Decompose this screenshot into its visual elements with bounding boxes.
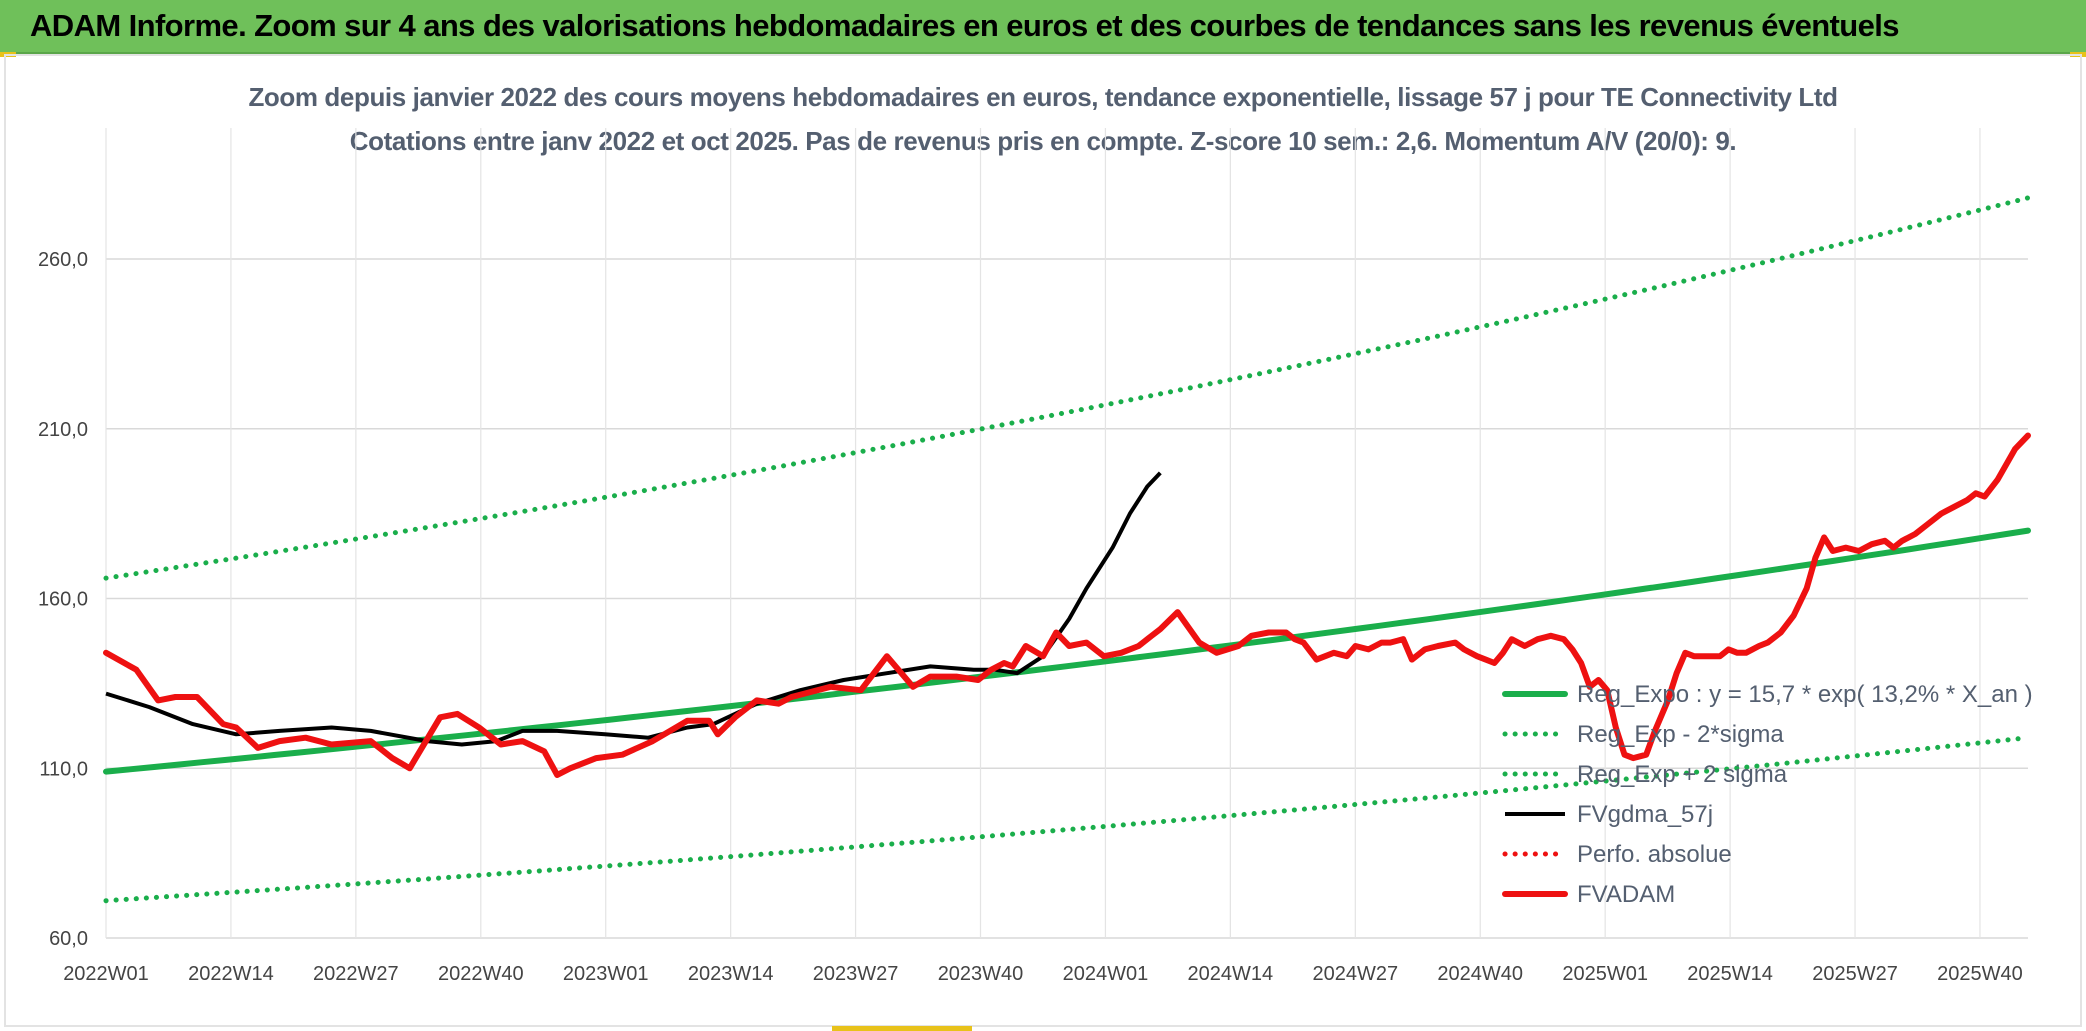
x-tick-label: 2025W27 bbox=[1812, 963, 1898, 985]
legend-label: FVADAM bbox=[1577, 881, 1675, 908]
x-tick-label: 2023W27 bbox=[813, 963, 899, 985]
x-tick-label: 2023W14 bbox=[688, 963, 774, 985]
y-tick-label: 260,0 bbox=[38, 249, 88, 271]
series-line-3 bbox=[105, 471, 1162, 747]
x-tick-label: 2023W01 bbox=[563, 963, 649, 985]
y-tick-label: 60,0 bbox=[49, 928, 88, 950]
legend-label: Reg_Exp - 2*sigma bbox=[1577, 721, 1784, 748]
x-tick-label: 2024W01 bbox=[1063, 963, 1149, 985]
bottom-mark bbox=[832, 1026, 972, 1031]
series-line-2 bbox=[103, 195, 2031, 581]
x-tick-label: 2023W40 bbox=[938, 963, 1024, 985]
chart-title: Zoom depuis janvier 2022 des cours moyen… bbox=[248, 82, 1838, 112]
legend-label: Reg_Exp + 2 sigma bbox=[1577, 761, 1788, 788]
x-tick-label: 2022W40 bbox=[438, 963, 524, 985]
x-tick-label: 2022W27 bbox=[313, 963, 399, 985]
x-tick-label: 2025W40 bbox=[1937, 963, 2023, 985]
series-line-1 bbox=[103, 735, 2031, 904]
x-tick-label: 2025W01 bbox=[1562, 963, 1648, 985]
x-tick-label: 2025W14 bbox=[1687, 963, 1773, 985]
legend-label: FVgdma_57j bbox=[1577, 801, 1713, 828]
legend-label: Perfo. absolue bbox=[1577, 841, 1732, 868]
chart-subtitle: Cotations entre janv 2022 et oct 2025. P… bbox=[349, 126, 1737, 156]
y-tick-label: 110,0 bbox=[39, 758, 88, 780]
x-tick-label: 2024W14 bbox=[1188, 963, 1274, 985]
series-line-5 bbox=[103, 432, 2031, 778]
report-banner: ADAM Informe. Zoom sur 4 ans des valoris… bbox=[0, 0, 2086, 54]
x-tick-label: 2022W14 bbox=[188, 963, 274, 985]
x-tick-label: 2024W40 bbox=[1437, 963, 1523, 985]
y-tick-label: 160,0 bbox=[38, 589, 88, 611]
x-tick-label: 2022W01 bbox=[63, 963, 149, 985]
legend-label: Reg_Expo : y = 15,7 * exp( 13,2% * X_an … bbox=[1577, 681, 2033, 708]
y-tick-label: 210,0 bbox=[38, 419, 88, 441]
x-tick-label: 2024W27 bbox=[1312, 963, 1398, 985]
chart-frame bbox=[4, 54, 2082, 1027]
banner-title: ADAM Informe. Zoom sur 4 ans des valoris… bbox=[30, 8, 1900, 43]
